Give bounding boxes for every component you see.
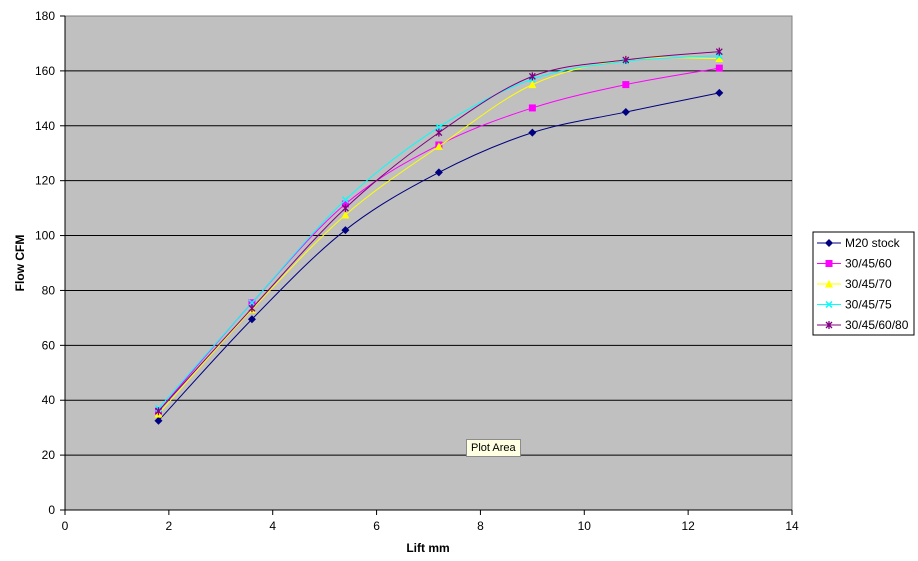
y-tick-label: 0 [48, 503, 55, 517]
legend-label: 30/45/60/80 [845, 318, 909, 332]
y-tick-label: 160 [35, 64, 55, 78]
data-point[interactable] [528, 72, 536, 81]
legend-marker [825, 300, 833, 309]
y-tick-label: 100 [35, 229, 55, 243]
data-point[interactable] [435, 123, 443, 131]
legend-marker [825, 280, 833, 288]
axes [60, 15, 793, 515]
data-point[interactable] [248, 299, 256, 307]
data-point[interactable] [341, 200, 349, 208]
legend-item[interactable]: 30/45/60/80 [817, 318, 909, 332]
data-point[interactable] [341, 204, 349, 213]
legend-item[interactable]: 30/45/75 [817, 298, 892, 312]
y-tick-label: 120 [35, 174, 55, 188]
x-tick-label: 4 [269, 519, 276, 533]
series-5 [155, 47, 723, 416]
series-group [154, 47, 724, 425]
data-point[interactable] [715, 54, 724, 63]
data-point[interactable] [434, 168, 443, 177]
x-tick-label: 12 [681, 519, 695, 533]
data-point[interactable] [528, 104, 536, 112]
data-point[interactable] [434, 142, 443, 150]
legend-label: M20 stock [845, 236, 901, 250]
plot-area[interactable] [64, 15, 793, 511]
y-tick-label: 80 [42, 283, 56, 297]
x-tick-labels: 0 2 4 6 8 10 12 14 [62, 519, 799, 533]
data-point[interactable] [341, 226, 350, 235]
data-point[interactable] [621, 108, 630, 117]
series-1 [154, 88, 724, 425]
x-tick-label: 2 [166, 519, 173, 533]
legend-item[interactable]: M20 stock [817, 236, 901, 250]
data-point[interactable] [622, 81, 630, 89]
y-tick-label: 180 [35, 9, 55, 23]
legend-marker [825, 321, 833, 329]
data-point[interactable] [715, 47, 723, 56]
data-point[interactable] [155, 407, 162, 416]
data-point[interactable] [528, 80, 537, 89]
data-point[interactable] [622, 55, 630, 64]
legend-item[interactable]: 30/45/60 [817, 257, 892, 271]
legend-item[interactable]: 30/45/70 [817, 277, 892, 291]
y-tick-label: 20 [42, 448, 56, 462]
plot-area-tooltip: Plot Area [466, 439, 521, 457]
legend-marker [825, 239, 833, 247]
data-point[interactable] [435, 128, 443, 137]
data-point[interactable] [247, 315, 256, 324]
y-tick-label: 140 [35, 119, 55, 133]
x-tick-label: 0 [62, 519, 69, 533]
data-point[interactable] [341, 196, 349, 204]
data-point[interactable] [528, 128, 537, 137]
legend[interactable]: M20 stock 30/45/60 30/45/70 30/45/75 30/45/6… [812, 231, 915, 336]
y-tick-label: 60 [42, 338, 56, 352]
data-point[interactable] [715, 88, 724, 97]
data-point[interactable] [715, 64, 723, 72]
data-point[interactable] [154, 416, 163, 425]
y-tick-label: 40 [42, 393, 56, 407]
x-axis-title: Lift mm [406, 541, 449, 555]
legend-marker [825, 260, 833, 267]
legend-label: 30/45/75 [845, 298, 892, 312]
x-tick-label: 14 [785, 519, 799, 533]
data-point[interactable] [341, 210, 350, 219]
y-axis-title: Flow CFM [13, 235, 27, 292]
y-tick-labels: 0 20 40 60 80 100 120 140 160 180 [35, 9, 55, 517]
x-tick-label: 8 [477, 519, 484, 533]
data-point[interactable] [248, 304, 256, 313]
x-tick-label: 6 [373, 519, 380, 533]
gridlines [65, 70, 792, 456]
legend-label: 30/45/60 [845, 257, 892, 271]
legend-label: 30/45/70 [845, 277, 892, 291]
x-tick-label: 10 [578, 519, 592, 533]
